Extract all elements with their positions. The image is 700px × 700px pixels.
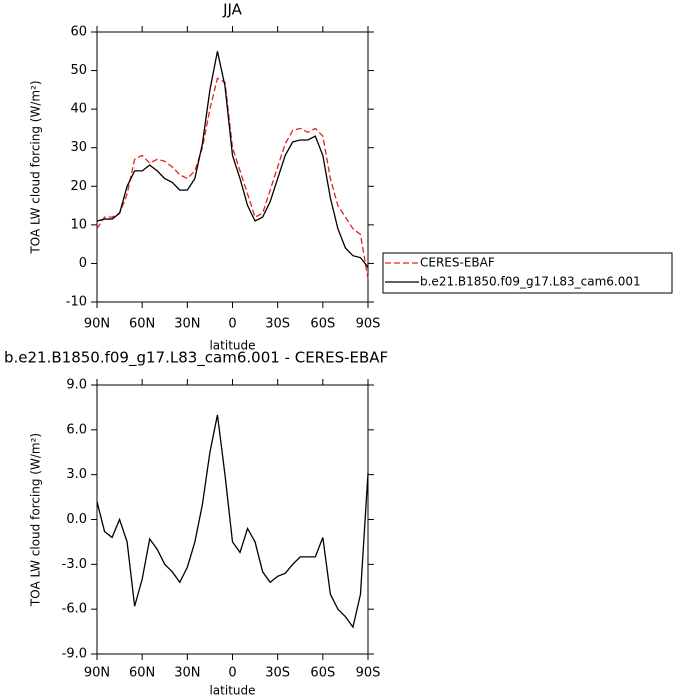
y-axis-label: TOA LW cloud forcing (W/m²): [29, 80, 43, 254]
y-tick-label: 6.0: [66, 422, 87, 437]
x-tick-label: 60S: [310, 317, 335, 332]
x-tick-label: 90S: [356, 317, 381, 332]
x-tick-label: 0: [228, 666, 236, 681]
x-axis-label: latitude: [209, 339, 255, 353]
series-line: [96, 414, 369, 629]
y-tick-label: 0: [79, 256, 87, 271]
x-tick-label: 90N: [84, 317, 110, 332]
y-tick-label: 30: [70, 140, 87, 155]
x-tick-label: 30S: [265, 666, 290, 681]
y-tick-label: 60: [70, 25, 87, 40]
chart-title: b.e21.B1850.f09_g17.L83_cam6.001 - CERES…: [4, 349, 388, 368]
x-tick-label: 60N: [129, 317, 155, 332]
y-tick-label: 20: [70, 179, 87, 194]
x-tick-label: 0: [228, 317, 236, 332]
x-tick-label: 90N: [84, 666, 110, 681]
y-tick-label: -3.0: [62, 557, 87, 572]
y-tick-label: -6.0: [62, 602, 87, 617]
y-tick-label: 0.0: [66, 512, 87, 527]
x-tick-label: 90S: [356, 666, 381, 681]
x-tick-label: 30S: [265, 317, 290, 332]
x-tick-label: 60N: [129, 666, 155, 681]
plot-frame: [96, 31, 369, 303]
y-tick-label: 3.0: [66, 467, 87, 482]
y-tick-label: -9.0: [62, 647, 87, 662]
plot-frame: [96, 384, 369, 655]
series-line: [96, 77, 369, 279]
x-tick-label: 30N: [174, 666, 200, 681]
y-tick-label: 50: [70, 63, 87, 78]
series-line: [96, 51, 369, 268]
y-tick-label: -10: [66, 295, 87, 310]
x-axis-label: latitude: [209, 684, 255, 698]
y-tick-label: 9.0: [66, 378, 87, 393]
y-axis-label: TOA LW cloud forcing (W/m²): [29, 433, 43, 607]
legend-box: [382, 252, 673, 294]
y-tick-label: 10: [70, 217, 87, 232]
x-tick-label: 60S: [310, 666, 335, 681]
legend-label: b.e21.B1850.f09_g17.L83_cam6.001: [420, 275, 641, 289]
x-tick-label: 30N: [174, 317, 200, 332]
legend-label: CERES-EBAF: [420, 256, 495, 270]
chart-title: JJA: [222, 1, 243, 19]
y-tick-label: 40: [70, 102, 87, 117]
